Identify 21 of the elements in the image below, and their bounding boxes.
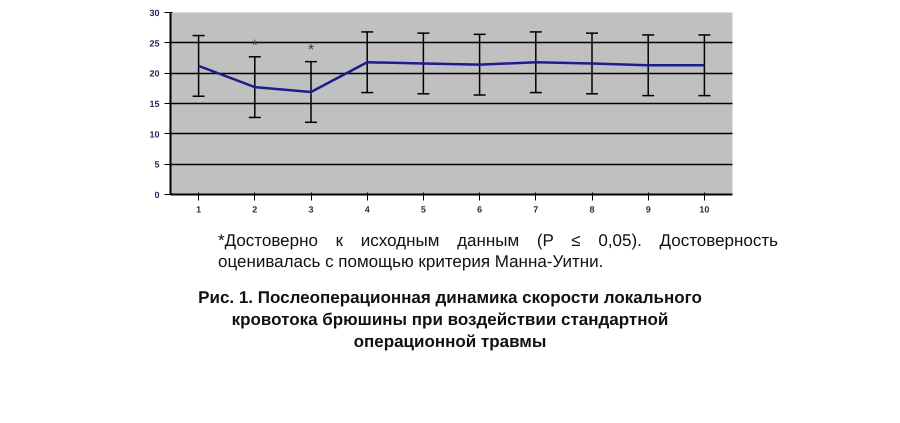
x-tick-label: 6 <box>477 204 482 214</box>
x-tick-label: 4 <box>364 204 370 214</box>
y-tick-label: 5 <box>154 160 160 170</box>
x-tick-label: 2 <box>252 204 258 214</box>
x-tick-label: 8 <box>589 204 595 214</box>
y-tick-label: 25 <box>149 38 160 48</box>
x-tick-label: 9 <box>646 204 651 214</box>
x-tick-label: 1 <box>196 204 202 214</box>
y-tick-label: 0 <box>154 190 160 200</box>
x-tick-label: 7 <box>533 204 538 214</box>
x-tick-label: 3 <box>308 204 314 214</box>
y-tick-label: 10 <box>149 129 160 140</box>
y-tick-label: 15 <box>149 99 160 109</box>
annotation: * <box>308 42 314 59</box>
y-tick-label: 30 <box>149 8 160 18</box>
y-tick-label: 20 <box>149 68 160 79</box>
x-tick-label: 5 <box>420 204 426 214</box>
text: Рис. 1. Послеоперационная динамика скорости локального кровотока брюшины при воздействии стандартной операционной травмы <box>197 286 703 353</box>
text: *Достоверно к исходным данным (P ≤ 0,05). Достоверность оценивалась с помощью критерия Манна-Уитни. <box>218 230 778 272</box>
line-series <box>197 60 706 94</box>
x-tick-label: 10 <box>699 204 710 214</box>
